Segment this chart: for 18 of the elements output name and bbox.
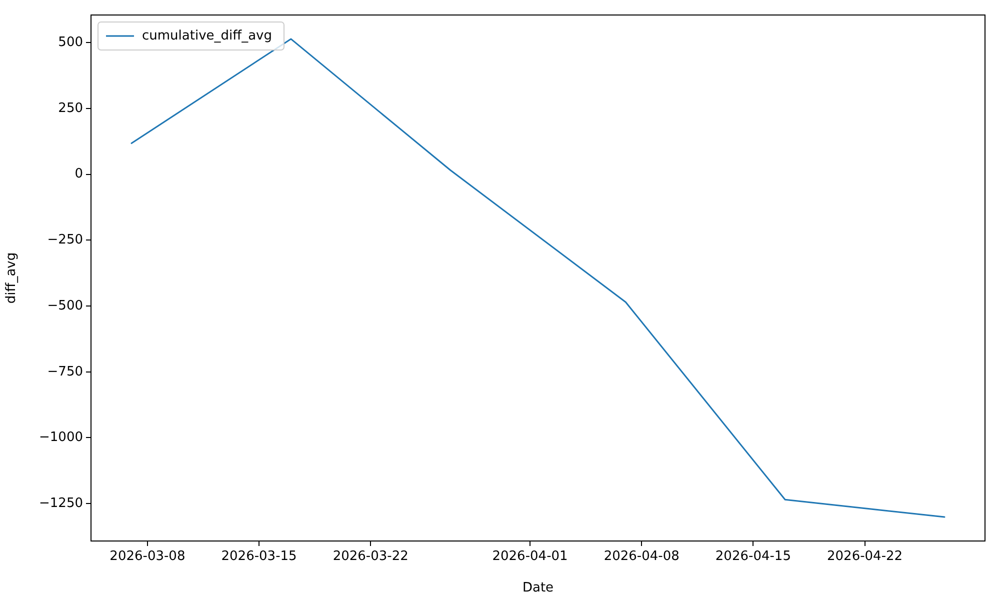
x-tick-label: 2026-04-01 <box>492 549 568 564</box>
x-tick-label: 2026-03-22 <box>332 549 408 564</box>
x-tick-label: 2026-03-15 <box>221 549 297 564</box>
y-tick-label: 250 <box>58 100 83 116</box>
y-tick-label: −250 <box>47 232 83 248</box>
y-tick-label: 0 <box>74 166 83 182</box>
y-tick-label: −1000 <box>39 430 83 446</box>
x-tick-label: 2026-04-22 <box>827 549 903 564</box>
y-tick-label: −1250 <box>39 496 83 511</box>
x-tick-label: 2026-03-08 <box>110 549 186 564</box>
y-tick-label: −750 <box>47 364 83 380</box>
x-tick-label: 2026-04-15 <box>715 549 791 564</box>
y-tick-label: −500 <box>47 298 83 314</box>
x-tick-label: 2026-04-08 <box>604 549 680 564</box>
y-tick-label: 500 <box>58 35 83 50</box>
x-axis-title: Date <box>522 580 554 596</box>
legend-label: cumulative_diff_avg <box>142 28 272 44</box>
y-axis-title: diff_avg <box>4 252 20 304</box>
